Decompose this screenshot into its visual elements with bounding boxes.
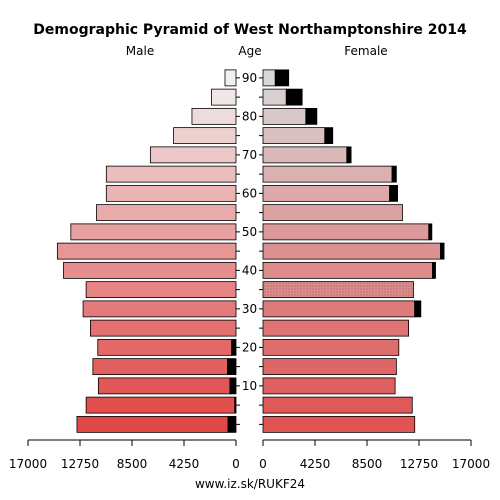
- female-extra-bar: [346, 146, 352, 164]
- female-extra-bar: [391, 165, 397, 183]
- female-bar: [262, 377, 396, 395]
- female-bar: [262, 358, 397, 376]
- male-bar: [191, 107, 237, 125]
- male-x-tick-label: 12750: [61, 457, 99, 471]
- female-bar: [262, 396, 413, 414]
- female-extra-bar: [305, 107, 318, 125]
- female-bar: [262, 107, 307, 125]
- male-bar: [96, 204, 237, 222]
- male-extra-bar: [231, 338, 237, 356]
- male-bar: [105, 184, 237, 202]
- male-bar: [63, 261, 237, 279]
- female-x-tick-label: 4250: [300, 457, 331, 471]
- female-bar: [262, 338, 400, 356]
- female-bar: [262, 281, 414, 299]
- female-extra-bar: [285, 88, 303, 106]
- age-tick-label: 20: [242, 340, 257, 354]
- male-extra-bar: [227, 358, 237, 376]
- female-bar: [262, 242, 441, 260]
- age-tick-label: 10: [242, 379, 257, 393]
- female-bar: [262, 146, 348, 164]
- chart-title: Demographic Pyramid of West Northamptons…: [33, 22, 467, 38]
- male-header: Male: [126, 44, 154, 58]
- male-bar: [92, 358, 228, 376]
- male-x-tick-label: 8500: [117, 457, 148, 471]
- female-x-tick-label: 8500: [352, 457, 383, 471]
- age-tick-label: 90: [242, 71, 257, 85]
- female-bar: [262, 319, 410, 337]
- male-bar: [70, 223, 237, 241]
- female-bar: [262, 300, 416, 318]
- female-bar: [262, 415, 416, 433]
- female-extra-bar: [414, 300, 422, 318]
- male-bar: [56, 242, 237, 260]
- male-x-tick-label: 4250: [169, 457, 200, 471]
- female-extra-bar: [428, 223, 433, 241]
- male-bar: [76, 415, 229, 433]
- male-bar: [149, 146, 237, 164]
- male-bar: [85, 396, 236, 414]
- female-bar: [262, 88, 287, 106]
- female-bar: [262, 165, 393, 183]
- female-bar: [262, 184, 391, 202]
- age-tick-label: 50: [242, 225, 257, 239]
- age-tick-label: 60: [242, 186, 257, 200]
- age-tick-label: 70: [242, 148, 257, 162]
- male-bar: [105, 165, 237, 183]
- male-extra-bar: [234, 396, 237, 414]
- female-bar: [262, 69, 276, 87]
- male-bar: [90, 319, 237, 337]
- male-bar: [173, 127, 237, 145]
- age-header: Age: [238, 44, 261, 58]
- female-x-tick-label: 0: [259, 457, 267, 471]
- age-tick-label: 80: [242, 109, 257, 123]
- male-x-tick-label: 0: [232, 457, 240, 471]
- female-header: Female: [344, 44, 387, 58]
- male-bar: [211, 88, 237, 106]
- female-x-tick-label: 17000: [452, 457, 490, 471]
- age-tick-label: 30: [242, 302, 257, 316]
- male-bar: [85, 281, 237, 299]
- female-bar: [262, 261, 433, 279]
- male-bar: [224, 69, 237, 87]
- female-bar: [262, 223, 430, 241]
- female-bar: [262, 127, 326, 145]
- male-bar: [82, 300, 237, 318]
- male-x-tick-label: 17000: [9, 457, 47, 471]
- axes-group: 17000 17000 12750 12750 8500 8500 4250 4250 0 0 10…: [9, 71, 490, 471]
- female-extra-bar: [389, 184, 398, 202]
- female-extra-bar: [324, 127, 334, 145]
- female-extra-bar: [274, 69, 290, 87]
- male-extra-bar: [229, 377, 237, 395]
- male-extra-bar: [227, 415, 237, 433]
- source-label: www.iz.sk/RUKF24: [195, 477, 305, 491]
- male-bar: [97, 338, 233, 356]
- age-tick-label: 40: [242, 263, 257, 277]
- female-extra-bar: [432, 261, 436, 279]
- male-bar: [97, 377, 231, 395]
- female-bar: [262, 204, 403, 222]
- female-extra-bar: [440, 242, 445, 260]
- female-x-tick-label: 12750: [400, 457, 438, 471]
